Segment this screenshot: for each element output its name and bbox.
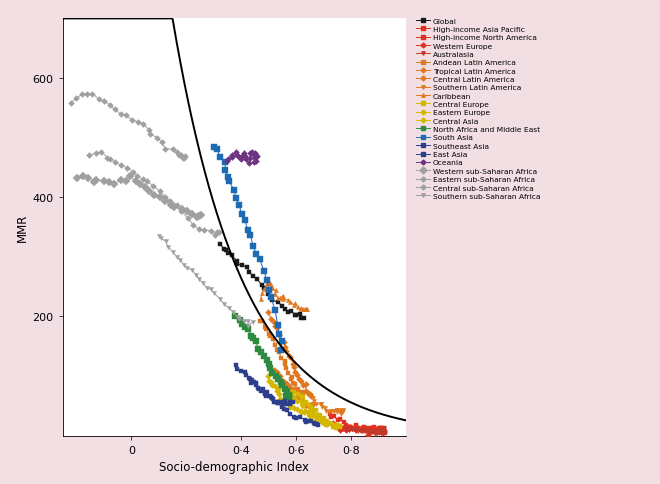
Legend: Global, High-income Asia Pacific, High-income North America, Western Europe, Aus: Global, High-income Asia Pacific, High-i… <box>416 18 541 199</box>
X-axis label: Socio-demographic Index: Socio-demographic Index <box>159 460 310 473</box>
Y-axis label: MMR: MMR <box>15 213 28 242</box>
